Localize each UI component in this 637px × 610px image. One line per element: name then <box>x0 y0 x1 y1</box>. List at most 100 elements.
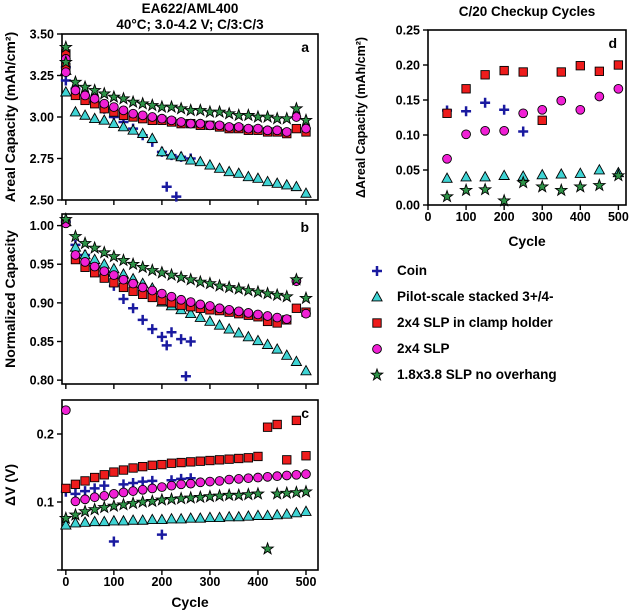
triangle-marker-icon <box>242 330 255 342</box>
star-marker-icon <box>183 102 198 117</box>
plus-marker-icon <box>180 371 191 382</box>
circle-marker-icon <box>205 301 215 311</box>
star-marker-icon <box>279 289 294 303</box>
series-pilot <box>59 505 312 530</box>
circle-marker-icon <box>243 123 254 134</box>
circle-marker-icon <box>137 484 148 495</box>
triangle-marker-icon <box>213 511 226 522</box>
circle-marker-icon <box>442 153 452 164</box>
star-marker-icon <box>174 269 189 284</box>
x-tick-label: 400 <box>570 210 591 224</box>
circle-marker-icon <box>118 274 129 285</box>
series-slp <box>60 405 311 507</box>
y-axis-label: Areal Capacity (mAh/cm²) <box>2 32 18 202</box>
star-marker-icon <box>145 493 160 508</box>
circle-marker-icon <box>272 471 283 482</box>
panel-c-delta-v-chart: 0 100 200 300 400 500 0.1 0.2 ΔV (V) Cycle c <box>0 392 348 610</box>
triangle-marker-icon <box>280 508 293 519</box>
circle-marker-icon <box>372 343 382 354</box>
star-marker-icon <box>298 484 314 498</box>
star-marker-icon <box>97 86 112 100</box>
circle-marker-icon <box>537 104 548 115</box>
triangle-marker-icon <box>136 127 149 138</box>
star-marker-icon <box>202 489 217 503</box>
triangle-marker-icon <box>242 170 255 182</box>
triangle-marker-icon <box>69 516 82 528</box>
circle-marker-icon <box>594 91 605 102</box>
circle-marker-icon <box>137 110 148 121</box>
circle-marker-icon <box>176 294 186 305</box>
square-marker-icon <box>234 453 244 464</box>
triangle-marker-icon <box>460 170 472 182</box>
plus-marker-icon <box>156 529 167 540</box>
star-marker-icon <box>212 488 227 502</box>
legend-label: 2x4 SLP in clamp holder <box>397 315 553 330</box>
y-tick-label: 0.00 <box>396 199 420 213</box>
x-tick-label: 0 <box>62 575 69 589</box>
x-tick-label: 400 <box>248 575 269 589</box>
star-marker-icon <box>58 54 73 69</box>
triangle-marker-icon <box>271 508 284 520</box>
triangle-marker-icon <box>232 326 245 338</box>
legend-item-slp: 2x4 SLP <box>366 338 557 359</box>
y-tick-label: 2.75 <box>30 152 54 166</box>
star-marker-icon <box>154 265 169 279</box>
star-marker-icon <box>298 112 314 127</box>
star-marker-icon <box>78 504 93 518</box>
plot-border <box>427 29 627 206</box>
panel-a-title-line1: EA622/AML400 <box>142 1 239 16</box>
star-marker-icon <box>106 89 121 104</box>
x-tick-label: 500 <box>608 210 629 224</box>
triangle-marker-icon <box>59 518 72 530</box>
star-marker-icon <box>231 281 246 295</box>
star-marker-icon <box>87 240 102 254</box>
triangle-marker-icon <box>498 169 511 180</box>
star-legend-icon <box>369 367 385 381</box>
legend-label: Pilot-scale stacked 3+/4- <box>397 289 554 304</box>
star-marker-icon <box>58 39 73 54</box>
circle-marker-icon <box>262 311 273 321</box>
star-marker-icon <box>97 245 112 259</box>
star-marker-icon <box>164 491 179 506</box>
y-tick-label: 3.00 <box>30 111 54 125</box>
plus-marker-icon <box>161 181 172 192</box>
circle-marker-icon <box>253 472 263 483</box>
circle-marker-icon <box>575 104 586 115</box>
triangle-marker-icon <box>117 514 130 526</box>
plus-marker-icon <box>372 265 382 276</box>
plus-marker-icon <box>185 336 196 347</box>
triangle-marker-icon <box>184 512 197 523</box>
x-tick-label: 300 <box>532 210 553 224</box>
square-marker-icon <box>272 419 282 430</box>
star-marker-icon <box>183 272 198 286</box>
y-tick-label: 3.25 <box>30 69 54 83</box>
panel-letter: c <box>301 405 309 421</box>
series-clamp <box>61 415 311 494</box>
circle-marker-icon <box>185 297 196 307</box>
triangle-marker-icon <box>593 163 606 175</box>
star-marker-icon <box>106 498 121 513</box>
circle-marker-icon <box>214 303 225 314</box>
star-marker-icon <box>212 278 227 292</box>
circle-marker-icon <box>128 108 138 119</box>
y-tick-label: 0.1 <box>37 496 54 510</box>
circle-marker-icon <box>137 282 148 293</box>
circle-marker-icon <box>205 476 215 487</box>
triangle-marker-icon <box>252 334 264 346</box>
circle-marker-icon <box>613 83 624 94</box>
square-marker-icon <box>80 476 90 486</box>
panel-a-areal-capacity-chart: EA622/AML400 40°C; 3.0-4.2 V; C/3:C/3 2.50… <box>0 0 348 206</box>
plus-marker-icon <box>518 126 529 137</box>
star-marker-icon <box>174 491 189 505</box>
triangle-marker-icon <box>108 514 120 526</box>
star-marker-icon <box>126 94 141 109</box>
circle-marker-icon <box>214 120 225 131</box>
square-marker-icon <box>138 461 148 472</box>
triangle-marker-icon <box>280 349 293 360</box>
star-marker-icon <box>270 287 285 302</box>
triangle-marker-icon <box>156 145 168 157</box>
star-marker-icon <box>573 179 588 193</box>
circle-marker-icon <box>109 270 119 280</box>
circle-marker-icon <box>157 482 167 492</box>
circle-marker-icon <box>253 309 263 320</box>
